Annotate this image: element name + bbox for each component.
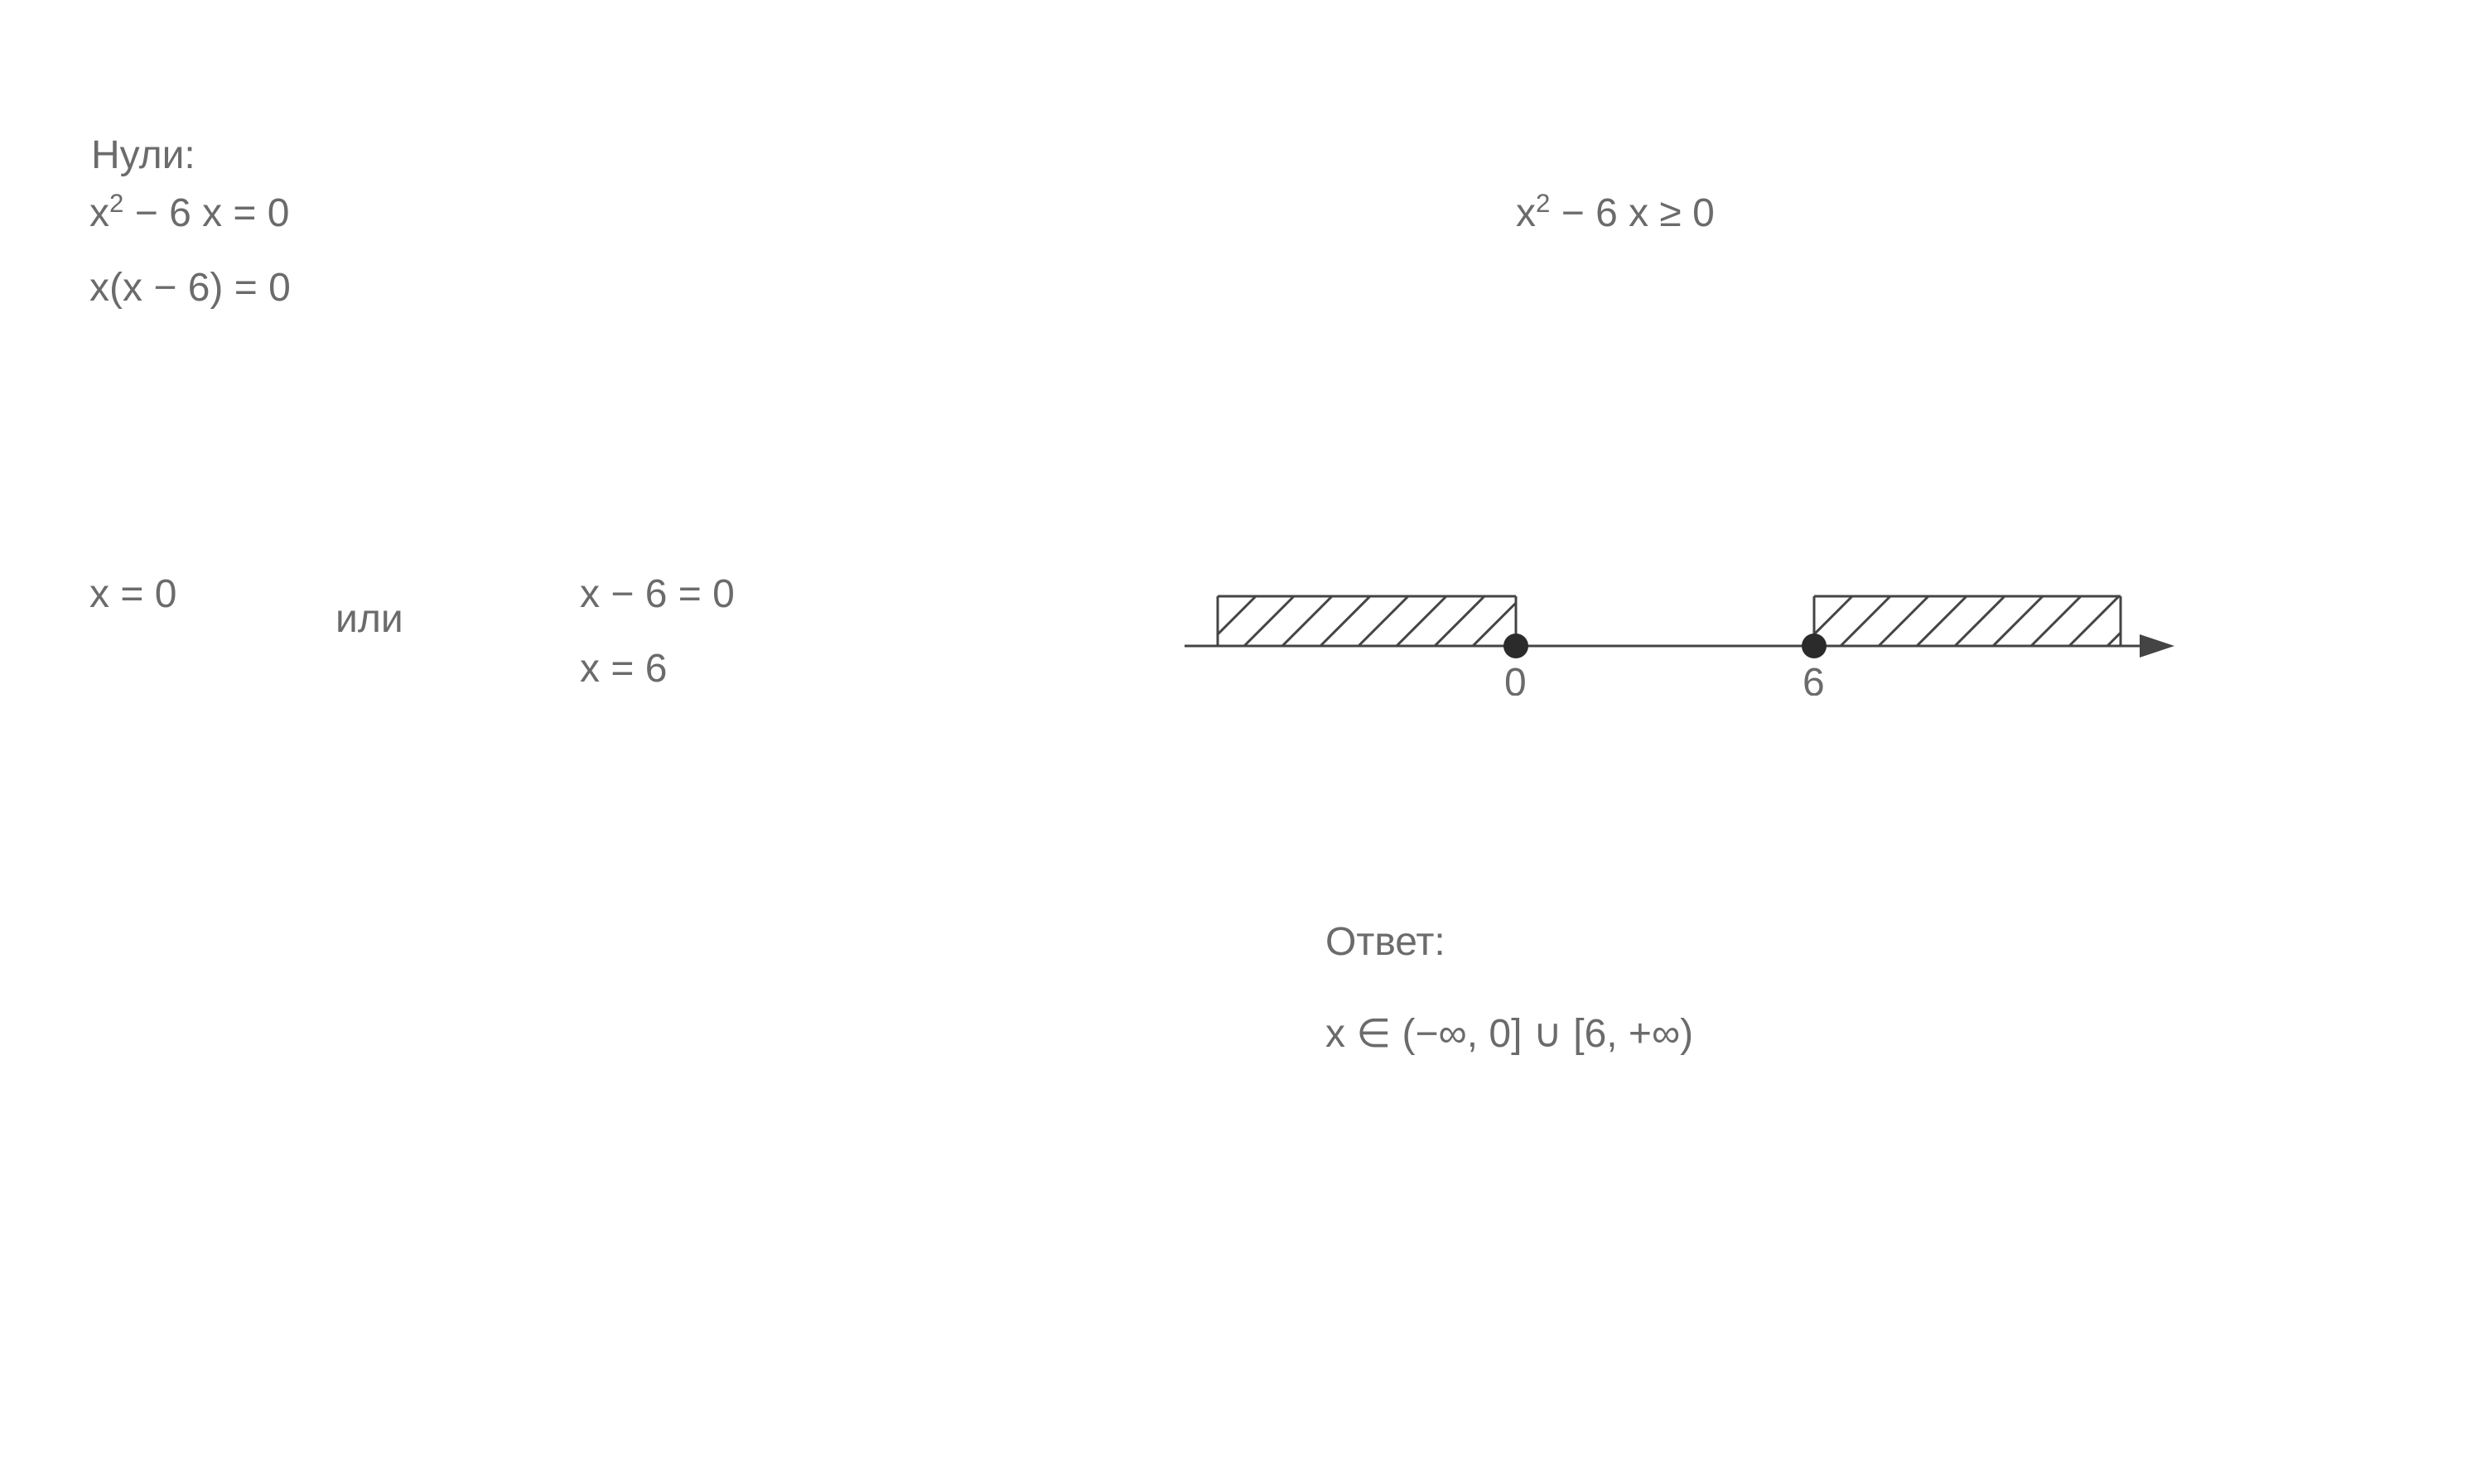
inequality-text: x2 − 6 x ≥ 0: [1516, 191, 1715, 235]
equation-1: x2 − 6 x = 0: [89, 190, 290, 236]
svg-text:0: 0: [1504, 661, 1527, 696]
equation-2: x(x − 6) = 0: [89, 265, 291, 311]
solution-right-1: x − 6 = 0: [580, 571, 735, 617]
equation-1-text: x2 − 6 x = 0: [89, 191, 290, 235]
answer-value: x ∈ (−∞, 0] ∪ [6, +∞): [1325, 1010, 1693, 1057]
svg-text:6: 6: [1803, 661, 1825, 696]
answer-label: Ответ:: [1325, 919, 1445, 965]
number-line-container: 06: [1160, 547, 2187, 706]
number-line-diagram: 06: [1160, 547, 2187, 696]
solution-right-2: x = 6: [580, 646, 667, 691]
or-word: или: [335, 596, 403, 642]
zeros-label: Нули:: [91, 132, 195, 178]
solution-left: x = 0: [89, 571, 176, 617]
inequality: x2 − 6 x ≥ 0: [1516, 190, 1715, 236]
